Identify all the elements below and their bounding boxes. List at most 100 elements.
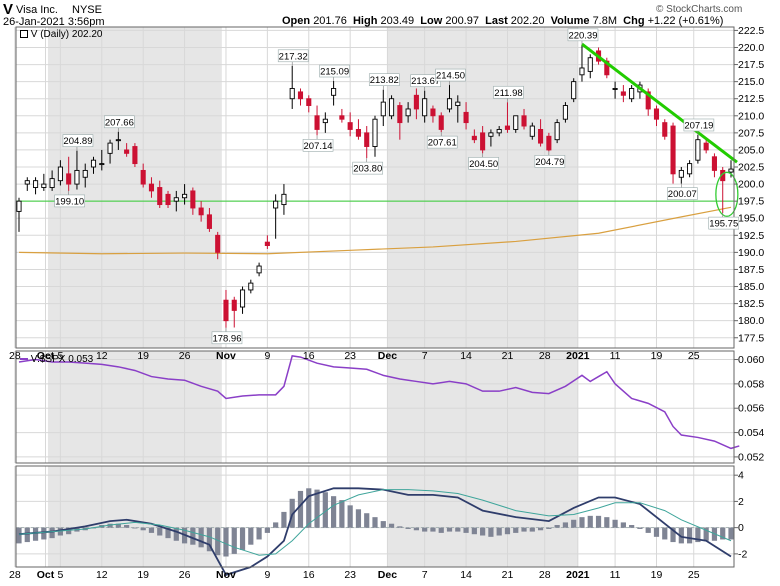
price-callout-label: 204.79 [535, 157, 564, 168]
candle-up [513, 115, 519, 130]
histogram-bar [480, 527, 486, 536]
open-value: 201.76 [313, 15, 347, 27]
histogram-bar [695, 527, 701, 543]
histogram-bar [206, 527, 213, 552]
histogram-bar [256, 527, 262, 540]
histogram-bar [438, 527, 444, 533]
y-tick-label: 2 [738, 496, 744, 508]
chg-label: Chg [623, 15, 645, 27]
candle-down [413, 94, 419, 110]
x-tick-label: Dec [378, 350, 397, 362]
histogram-bar [173, 527, 179, 541]
x-tick-label: 16 [303, 569, 315, 581]
candle-up [41, 183, 47, 188]
open-label: Open [282, 15, 311, 27]
y-tick-label: 0.056 [738, 403, 764, 415]
histogram-bar [16, 527, 22, 544]
last-label: Last [485, 15, 508, 27]
candle-up [579, 67, 585, 76]
candle-up [74, 169, 80, 185]
price-callout-box [319, 64, 350, 78]
x-tick-label: 5 [57, 569, 63, 581]
price-legend-text: V (Daily) 202.20 [30, 29, 103, 40]
price-callout-box [426, 135, 458, 149]
price-callout-box [667, 187, 698, 200]
histogram-bar [157, 527, 163, 536]
histogram-bar [339, 500, 345, 528]
price-callout-box [534, 155, 566, 168]
price-callout-label: 204.89 [63, 136, 92, 147]
histogram-bar [604, 517, 610, 528]
histogram-bar [537, 527, 544, 531]
period-shading [47, 27, 578, 567]
volume-label: Volume [550, 15, 590, 27]
candle-down [339, 115, 345, 120]
quote-line: Open 201.76 High 203.49 Low 200.97 Last … [282, 15, 723, 27]
panel-frame [15, 350, 735, 464]
x-tick-label: Oct [37, 350, 55, 362]
x-tick-label: Nov [216, 350, 236, 362]
x-tick-label: 12 [96, 569, 108, 581]
y-tick-label: 205.0 [738, 144, 764, 156]
candle-up [446, 98, 453, 110]
histogram-bar [595, 515, 602, 528]
histogram-bar [107, 523, 113, 528]
y-tick-label: 0.052 [738, 451, 764, 463]
price-callout-label: 214.50 [436, 71, 465, 82]
brand[interactable]: © StockCharts.com [656, 4, 743, 15]
candle-up [488, 132, 494, 137]
histogram-bar [32, 527, 39, 541]
candle-up [554, 122, 560, 141]
price-callout-label: 207.14 [304, 141, 333, 152]
y-tick-label: 210.0 [738, 110, 764, 122]
histogram-bar [297, 490, 304, 528]
price-callout-box [468, 157, 499, 170]
candle-up [496, 128, 502, 134]
x-tick-label: Dec [378, 569, 397, 581]
x-tick-label: 25 [688, 569, 700, 581]
candle-down [471, 135, 477, 141]
candle-down [66, 173, 72, 185]
histogram-bar [446, 527, 453, 532]
candle-down [215, 234, 221, 253]
candle-down [140, 169, 146, 185]
y-tick-label: 207.5 [738, 127, 764, 139]
signal-line [18, 489, 732, 556]
price-callout-label: 178.96 [212, 333, 241, 344]
x-tick-label: 28 [9, 569, 21, 581]
candle-down [165, 193, 171, 206]
histogram-bar [132, 527, 138, 529]
x-tick-label: 11 [610, 569, 621, 581]
candle-up [24, 180, 30, 185]
candle-up [455, 101, 461, 106]
histogram-bar [620, 522, 626, 528]
candle-up [728, 168, 734, 173]
histogram-bar [422, 527, 428, 532]
histogram-bar [347, 505, 353, 528]
candle-down [148, 183, 155, 192]
histogram-bar [231, 527, 237, 554]
candle-up [182, 193, 188, 199]
histogram-bar [579, 517, 585, 528]
price-callout-label: 213.82 [370, 75, 399, 86]
x-tick-label: 26 [179, 350, 191, 362]
histogram-bar [148, 527, 155, 533]
y-tick-label: 202.5 [738, 162, 764, 174]
gridlines [14, 27, 734, 567]
x-tick-label: 19 [651, 569, 663, 581]
histogram-bar [397, 526, 403, 528]
shade-band [47, 351, 222, 463]
histogram-bar [314, 489, 320, 528]
price-callout-label: 207.66 [105, 117, 134, 128]
datetime: 26-Jan-2021 3:56pm [3, 16, 105, 28]
price-callout-box [62, 134, 94, 147]
y-tick-label: 4 [738, 470, 744, 482]
candle-down [355, 128, 361, 137]
candle-up [389, 98, 395, 117]
y-tick-label: 217.5 [738, 59, 764, 71]
price-callout-box [54, 194, 85, 208]
candle-up [248, 282, 254, 291]
candle-up [33, 180, 39, 188]
histogram-bar [248, 527, 254, 545]
